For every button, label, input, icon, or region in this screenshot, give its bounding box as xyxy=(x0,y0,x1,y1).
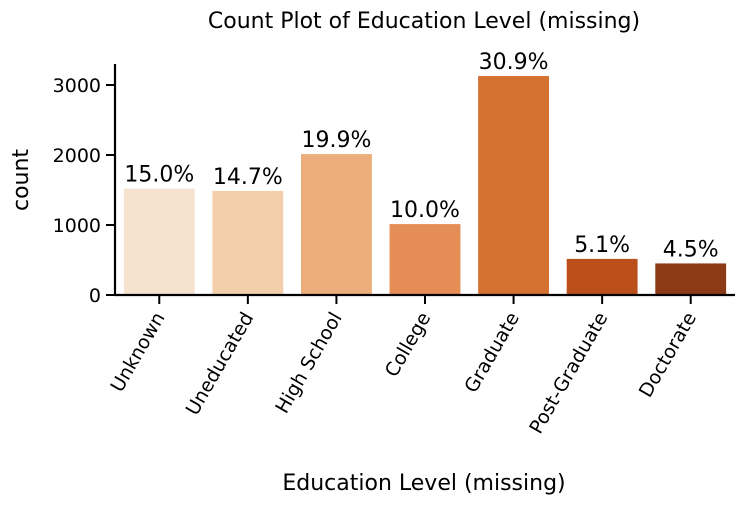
data-label: 14.7% xyxy=(213,165,283,190)
bar-high-school xyxy=(301,154,372,295)
y-axis-label: count xyxy=(9,149,34,211)
x-axis-label: Education Level (missing) xyxy=(282,471,565,496)
bar-unknown xyxy=(123,188,195,295)
bar-uneducated xyxy=(212,190,284,295)
y-tick-label: 0 xyxy=(89,285,101,307)
data-labels-layer: 15.0% 14.7% 19.9% 10.0% 30.9% 5.1% 4.5% xyxy=(124,50,718,262)
x-tick-label: High School xyxy=(271,309,346,418)
x-tick-label: Post-Graduate xyxy=(525,309,612,438)
y-tick-label: 3000 xyxy=(53,75,101,97)
x-tick-label: Doctorate xyxy=(635,309,701,402)
bars-layer xyxy=(123,76,727,295)
data-label: 10.0% xyxy=(390,198,460,223)
data-label: 15.0% xyxy=(124,163,194,188)
bar-graduate xyxy=(478,76,549,295)
data-label: 4.5% xyxy=(663,237,719,262)
x-tick-label: Uneducated xyxy=(182,309,259,420)
data-label: 5.1% xyxy=(574,233,630,258)
x-tick-label: Graduate xyxy=(460,309,524,397)
y-tick-label: 1000 xyxy=(53,215,101,237)
chart-title: Count Plot of Education Level (missing) xyxy=(208,9,640,34)
y-tick-label: 2000 xyxy=(53,145,101,167)
data-label: 19.9% xyxy=(301,128,371,153)
bar-post-graduate xyxy=(566,258,638,295)
x-tick-label: College xyxy=(381,309,435,381)
data-label: 30.9% xyxy=(479,50,549,75)
bar-doctorate xyxy=(655,263,727,295)
bar-college xyxy=(389,224,461,295)
x-tick-label: Unknown xyxy=(106,309,169,396)
